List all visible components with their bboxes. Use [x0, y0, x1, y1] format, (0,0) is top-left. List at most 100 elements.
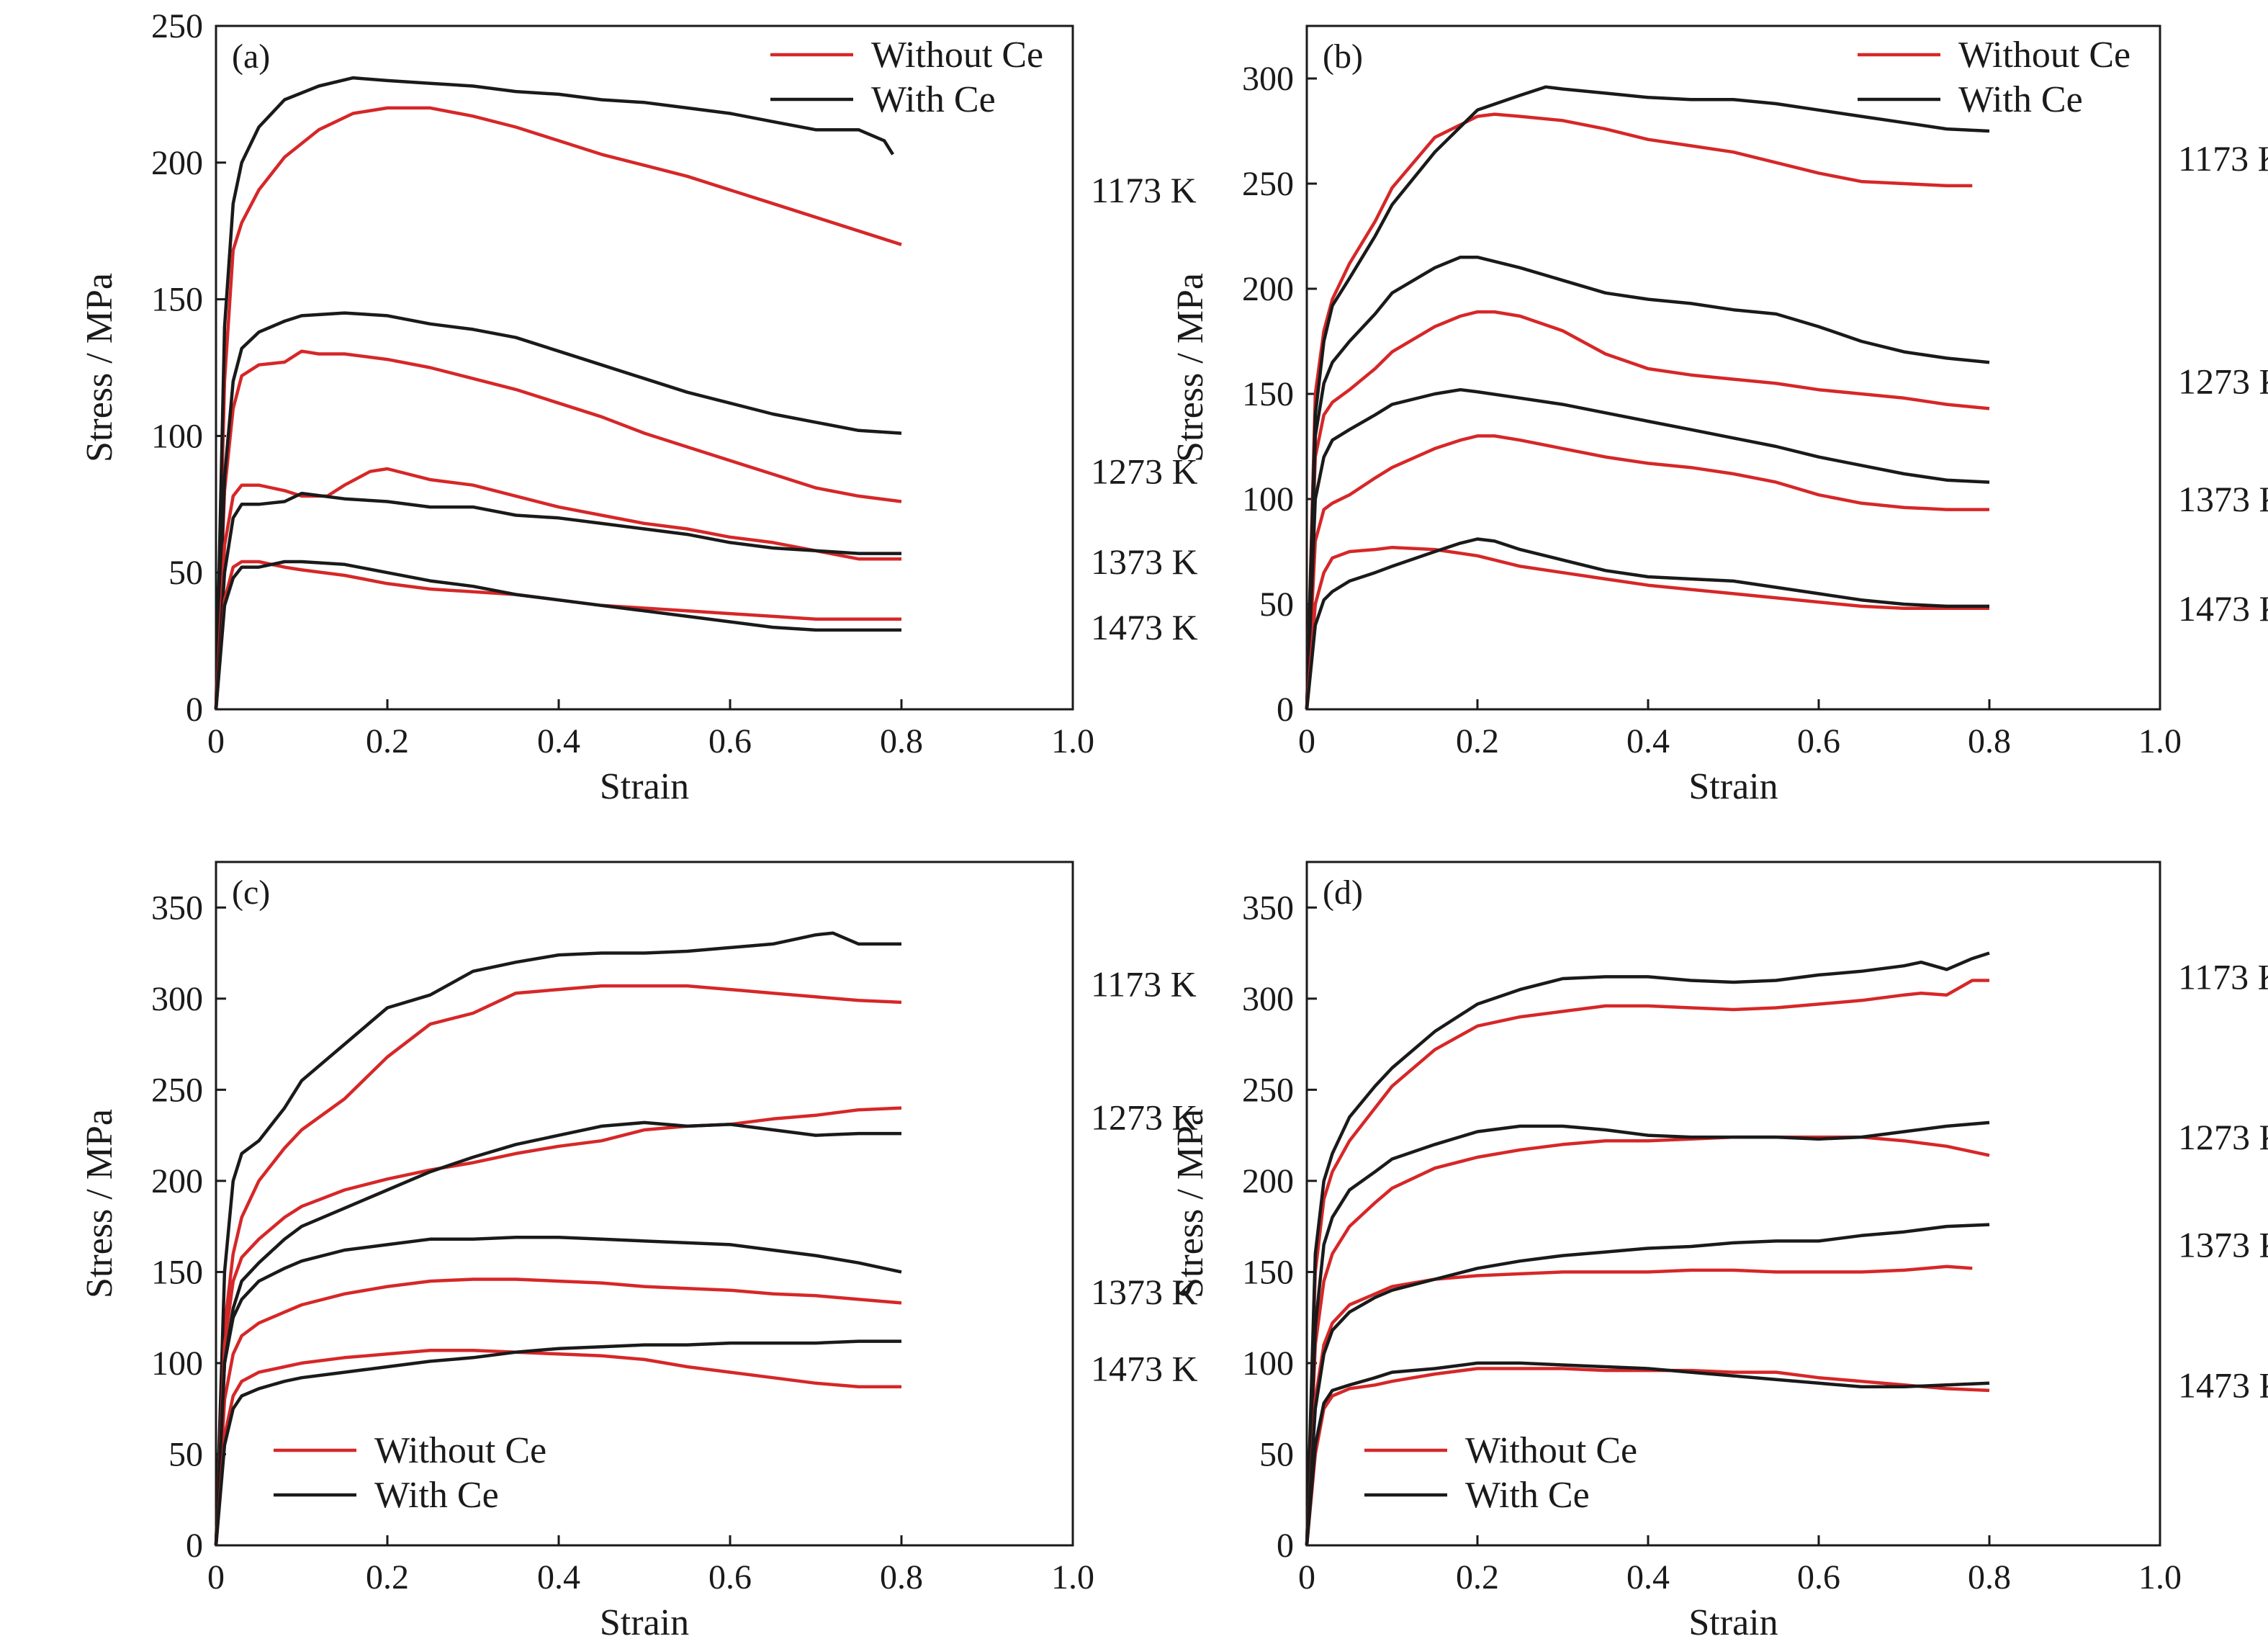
x-tick-label: 1.0: [1051, 722, 1094, 760]
temperature-label-1173-k: 1173 K: [2178, 956, 2268, 997]
x-tick-label: 0: [1298, 1558, 1315, 1596]
temperature-label-1373-k: 1373 K: [1091, 542, 1198, 582]
series-line-without-ce-1473-k: [214, 1348, 901, 1546]
series-line-without-ce-1273-k: [1305, 1135, 1990, 1546]
y-tick-label: 300: [151, 980, 203, 1018]
y-tick-label: 250: [151, 7, 203, 45]
y-tick-label: 250: [151, 1071, 203, 1109]
y-tick-label: 150: [151, 1253, 203, 1291]
x-tick-label: 0.2: [366, 1558, 409, 1596]
x-tick-label: 0.6: [1797, 1558, 1840, 1596]
y-tick-label: 50: [1259, 1435, 1294, 1473]
series-line-with-ce-1273-k: [1305, 1120, 1990, 1546]
series-line-without-ce-1373-k: [1305, 434, 1989, 710]
y-tick-label: 300: [1242, 60, 1294, 98]
legend-label-without-ce: Without Ce: [871, 35, 1043, 76]
y-tick-label: 100: [1242, 480, 1294, 518]
x-tick-label: 0: [207, 722, 225, 760]
x-tick-label: 0.4: [537, 722, 580, 760]
y-axis-label: Stress / MPa: [79, 1109, 120, 1298]
series-line-without-ce-1473-k: [1305, 545, 1989, 710]
y-tick-label: 0: [1277, 1527, 1294, 1565]
x-axis-label: Strain: [600, 766, 689, 807]
x-tick-label: 1.0: [1051, 1558, 1094, 1596]
temperature-label-1273-k: 1273 K: [2178, 361, 2268, 401]
series-line-with-ce-1473-k: [214, 1339, 901, 1546]
x-axis-label: Strain: [600, 1602, 689, 1643]
temperature-label-1473-k: 1473 K: [2178, 1365, 2268, 1405]
temperature-label-1373-k: 1373 K: [2178, 1224, 2268, 1265]
x-tick-label: 0.8: [880, 1558, 923, 1596]
series-line-with-ce-1273-k: [214, 311, 902, 710]
series-line-with-ce-1473-k: [1305, 537, 1989, 710]
y-tick-label: 250: [1242, 1071, 1294, 1109]
y-tick-label: 200: [1242, 270, 1294, 308]
x-tick-label: 0.4: [1626, 1558, 1670, 1596]
series-line-with-ce-1273-k: [214, 1120, 901, 1546]
temperature-label-1273-k: 1273 K: [2178, 1117, 2268, 1157]
series-line-with-ce-1373-k: [214, 491, 901, 710]
series-line-with-ce-1173-k: [214, 76, 895, 710]
y-tick-label: 200: [151, 144, 203, 182]
legend-label-with-ce: With Ce: [871, 79, 996, 120]
panel-label: (a): [232, 37, 270, 76]
y-axis-label: Stress / MPa: [1170, 1109, 1211, 1298]
plot-frame: [215, 24, 1074, 711]
x-tick-label: 1.0: [2138, 1558, 2182, 1596]
x-tick-label: 0: [1298, 722, 1315, 760]
series-line-without-ce-1173-k: [214, 106, 902, 710]
y-tick-label: 250: [1242, 165, 1294, 203]
series-line-without-ce-1473-k: [214, 560, 901, 710]
panel-label: (b): [1323, 37, 1363, 76]
series-line-without-ce-1273-k: [1305, 310, 1990, 710]
temperature-label-1373-k: 1373 K: [2178, 479, 2268, 519]
series-line-without-ce-1273-k: [214, 1106, 902, 1546]
legend-label-without-ce: Without Ce: [1958, 35, 2130, 76]
y-axis-label: Stress / MPa: [1170, 273, 1211, 462]
x-tick-label: 0.6: [708, 722, 752, 760]
y-tick-label: 100: [151, 1344, 203, 1383]
x-tick-label: 0.8: [1968, 722, 2011, 760]
y-tick-label: 350: [1242, 889, 1294, 927]
temperature-label-1473-k: 1473 K: [1091, 1349, 1198, 1389]
y-tick-label: 150: [1242, 375, 1294, 413]
x-tick-label: 0: [207, 1558, 225, 1596]
series-line-without-ce-1373-k: [214, 467, 901, 710]
x-tick-label: 0.2: [1456, 722, 1499, 760]
x-tick-label: 0.8: [1968, 1558, 2011, 1596]
series-line-with-ce-1173-k: [1305, 951, 1990, 1546]
series-line-without-ce-1173-k: [1305, 979, 1989, 1546]
x-tick-label: 0.6: [1797, 722, 1840, 760]
legend-label-with-ce: With Ce: [1958, 79, 2083, 120]
series-line-without-ce-1373-k: [1305, 1265, 1973, 1546]
y-tick-label: 200: [1242, 1162, 1294, 1200]
plot-frame: [1305, 24, 2161, 711]
temperature-label-1273-k: 1273 K: [1091, 452, 1198, 492]
y-tick-label: 0: [1277, 691, 1294, 729]
y-tick-label: 0: [186, 1527, 203, 1565]
y-tick-label: 300: [1242, 980, 1294, 1018]
series-line-with-ce-1373-k: [1305, 1223, 1990, 1546]
series-line-with-ce-1173-k: [1305, 85, 1990, 710]
chart-panel-c: 0 0.2 0.4 0.6 0.8 1.0 0 50 100 150 200 250 300 350 Str…: [79, 861, 1198, 1643]
x-axis-label: Strain: [1688, 766, 1778, 807]
y-tick-label: 350: [151, 889, 203, 927]
legend-label-with-ce: With Ce: [374, 1475, 499, 1516]
plot-frame: [1305, 861, 2161, 1547]
series-line-without-ce-1173-k: [214, 984, 902, 1546]
x-tick-label: 0.2: [366, 722, 409, 760]
y-tick-label: 50: [1259, 585, 1294, 624]
y-tick-label: 200: [151, 1162, 203, 1200]
temperature-label-1173-k: 1173 K: [1091, 964, 1197, 1005]
legend-label-without-ce: Without Ce: [374, 1430, 546, 1471]
temperature-label-1273-k: 1273 K: [1091, 1097, 1198, 1137]
temperature-label-1173-k: 1173 K: [1091, 170, 1197, 210]
series-line-with-ce-1473-k: [214, 560, 901, 710]
y-tick-label: 50: [168, 554, 203, 592]
y-tick-label: 100: [1242, 1344, 1294, 1383]
y-tick-label: 150: [1242, 1253, 1294, 1291]
y-tick-label: 0: [186, 691, 203, 729]
series-line-without-ce-1273-k: [214, 349, 902, 710]
